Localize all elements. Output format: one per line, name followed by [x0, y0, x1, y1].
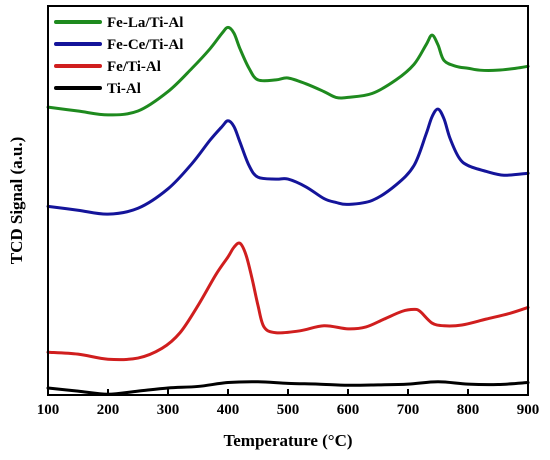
legend-label-3: Ti-Al [107, 81, 141, 97]
x-tick-label: 700 [397, 402, 420, 418]
series-line-2 [46, 241, 530, 362]
legend-label-0: Fe-La/Ti-Al [107, 15, 183, 31]
x-axis-title: Temperature (°C) [223, 431, 352, 450]
x-tick-label: 900 [517, 402, 540, 418]
x-tick-label: 600 [337, 402, 360, 418]
x-tick-label: 300 [157, 402, 180, 418]
legend-label-1: Fe-Ce/Ti-Al [107, 37, 183, 53]
x-tick-label: 500 [277, 402, 300, 418]
legend-label-2: Fe/Ti-Al [107, 59, 161, 75]
series-line-3 [46, 380, 530, 396]
series-line-0 [46, 25, 530, 117]
x-tick-label: 800 [457, 402, 480, 418]
axes-layer: 100 200 300 400 500 600 700 800 900 [37, 5, 540, 418]
series-line-1 [46, 107, 530, 216]
legend: Fe-La/Ti-Al Fe-Ce/Ti-Al Fe/Ti-Al Ti-Al [54, 15, 183, 97]
x-tick-label: 100 [37, 402, 60, 418]
x-tick-label: 400 [217, 402, 240, 418]
series-layer [46, 25, 530, 396]
x-tick-label: 200 [97, 402, 120, 418]
y-axis-title: TCD Signal (a.u.) [7, 137, 26, 265]
